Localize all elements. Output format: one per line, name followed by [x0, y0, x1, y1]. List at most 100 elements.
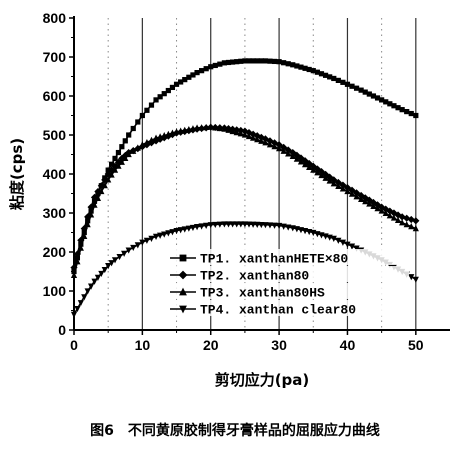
y-tick-label: 600 [43, 88, 67, 104]
data-point [212, 221, 219, 229]
data-point [241, 131, 249, 138]
data-point [344, 81, 351, 87]
data-point [148, 235, 155, 242]
data-point [229, 127, 236, 135]
data-point [293, 155, 300, 162]
data-point [116, 253, 123, 261]
y-tick-label: 800 [43, 10, 67, 26]
data-point [334, 178, 342, 187]
data-point [289, 148, 297, 157]
data-point [365, 196, 373, 204]
data-point [207, 222, 214, 229]
data-point [94, 194, 102, 201]
data-point [225, 126, 232, 133]
data-point [254, 58, 260, 64]
data-point [177, 227, 184, 234]
data-point [339, 185, 346, 192]
data-point [349, 83, 355, 89]
data-point [413, 112, 419, 119]
data-point [178, 270, 188, 280]
data-point [314, 69, 320, 75]
data-point [144, 107, 150, 113]
data-point [105, 263, 112, 270]
data-point [390, 214, 398, 221]
x-tick-label: 10 [135, 337, 151, 353]
data-point [348, 186, 356, 194]
data-point [366, 200, 373, 207]
data-point [353, 193, 360, 200]
data-point [84, 288, 91, 295]
data-point [386, 207, 394, 215]
data-point [234, 59, 240, 65]
series-3 [70, 123, 419, 278]
data-point [85, 218, 91, 224]
data-point [161, 91, 167, 97]
data-point [77, 300, 84, 307]
y-tick-label: 700 [43, 49, 67, 65]
data-point [190, 72, 196, 78]
data-point [225, 221, 232, 228]
data-point [382, 209, 389, 216]
data-point [293, 151, 301, 159]
legend-bg [164, 283, 409, 299]
data-point [216, 124, 223, 132]
data-point [91, 198, 98, 204]
data-point [165, 87, 171, 94]
data-point [203, 222, 210, 229]
data-point [186, 74, 192, 80]
data-point [330, 235, 337, 242]
data-point [81, 229, 87, 236]
data-point [212, 62, 218, 69]
data-point [391, 103, 397, 109]
data-point [322, 174, 329, 181]
data-point [173, 227, 180, 235]
data-point [379, 97, 385, 103]
data-point [403, 221, 410, 228]
x-tick-label: 40 [340, 337, 356, 353]
data-point [262, 139, 269, 146]
data-point [238, 58, 244, 64]
data-point [225, 59, 232, 66]
data-point [275, 222, 283, 230]
legend-entry: TP3. xanthan80HS [200, 286, 325, 301]
data-point [253, 132, 261, 140]
data-point [122, 138, 128, 144]
data-point [126, 132, 132, 138]
x-tick-label: 30 [271, 337, 287, 353]
data-point [378, 207, 385, 214]
data-point [179, 287, 187, 296]
data-point [399, 107, 405, 113]
data-point [161, 231, 168, 238]
data-point [271, 222, 278, 229]
data-point [198, 124, 205, 131]
data-point [322, 72, 329, 78]
data-point [285, 224, 292, 231]
data-point [74, 258, 81, 265]
data-point [267, 58, 273, 64]
legend: TP1. xanthanHETE×80 TP2. xanthan80 TP3. xa… [164, 249, 409, 318]
data-point [87, 283, 95, 290]
y-tick-label: 200 [43, 244, 67, 260]
data-point [193, 224, 201, 231]
data-point [81, 294, 88, 301]
data-point [335, 237, 342, 244]
data-point [357, 191, 365, 200]
data-point [254, 136, 261, 143]
data-point [339, 239, 346, 246]
data-point [108, 260, 115, 267]
data-point [194, 70, 200, 76]
data-point [230, 59, 236, 65]
data-point [119, 144, 125, 150]
data-point [78, 241, 84, 247]
data-point [318, 71, 325, 77]
data-point [310, 166, 317, 173]
data-point [77, 244, 84, 251]
data-point [125, 247, 132, 254]
y-axis-label: 粘度(cps) [8, 138, 26, 210]
data-point [335, 182, 342, 189]
data-point [412, 276, 419, 283]
data-point [122, 154, 129, 161]
data-point [74, 305, 81, 313]
data-point [111, 166, 119, 173]
data-point [152, 233, 160, 240]
